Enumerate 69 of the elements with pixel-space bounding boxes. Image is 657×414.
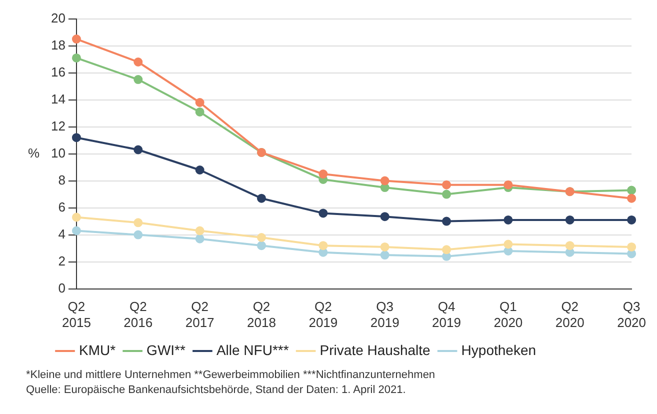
point xyxy=(565,241,574,250)
point xyxy=(195,226,204,236)
x-tick-label: Q2 2018 xyxy=(247,299,276,330)
point xyxy=(195,107,204,116)
y-tick-label: 16 xyxy=(50,64,66,80)
point xyxy=(318,241,328,250)
point xyxy=(195,234,204,244)
y-tick-label: 20 xyxy=(50,10,66,26)
y-tick-label: 2 xyxy=(58,253,66,268)
point xyxy=(380,242,390,252)
point xyxy=(134,58,143,66)
point xyxy=(256,194,266,203)
y-tick-label: 18 xyxy=(50,37,66,52)
y-axis-title: % xyxy=(28,145,40,160)
point xyxy=(318,208,328,218)
legend-label: Hypotheken xyxy=(461,342,536,358)
point xyxy=(504,246,513,256)
point xyxy=(72,226,81,236)
x-tick-label: Q1 2020 xyxy=(494,299,523,330)
point xyxy=(72,34,81,44)
point xyxy=(504,240,513,249)
point xyxy=(134,230,143,240)
y-tick-label: 4 xyxy=(58,226,66,242)
point xyxy=(627,242,636,252)
x-tick-label: Q2 2015 xyxy=(62,299,91,330)
legend-label: KMU* xyxy=(79,342,116,358)
y-tick-label: 14 xyxy=(50,91,66,106)
point xyxy=(442,216,452,226)
point xyxy=(627,194,636,203)
x-tick-label: Q2 2019 xyxy=(308,299,338,330)
point xyxy=(380,212,390,222)
point xyxy=(627,215,636,224)
point xyxy=(134,218,143,228)
point xyxy=(380,183,390,192)
x-tick-label: Q3 2020 xyxy=(617,299,646,330)
point xyxy=(565,215,574,224)
text: *Kleine und mittlere Unternehmen **Gewerbeimmobilien ***Nichtfinanzunternehmen xyxy=(25,368,436,383)
point xyxy=(195,166,204,174)
point xyxy=(72,133,81,142)
y-tick-label: 8 xyxy=(58,172,66,188)
point xyxy=(442,180,452,190)
point xyxy=(504,215,513,224)
y-tick-label: 12 xyxy=(50,118,66,134)
point xyxy=(627,186,636,195)
point xyxy=(380,176,390,186)
point xyxy=(442,190,452,199)
point xyxy=(318,170,328,179)
point xyxy=(72,212,81,222)
source-note: Quelle: Europäische Bankenaufsichtsbehörde, Stand der Daten: 1. April 2021. xyxy=(25,383,407,398)
y-tick-label: 6 xyxy=(58,199,66,214)
legend-label: Alle NFU*** xyxy=(216,342,290,358)
point xyxy=(504,180,513,190)
x-tick-label: Q2 2016 xyxy=(124,299,153,330)
legend-label: GWI** xyxy=(146,342,186,358)
point xyxy=(134,75,143,84)
legend-label: Private Haushalte xyxy=(320,342,431,358)
point xyxy=(380,250,390,260)
x-tick-label: Q4 2019 xyxy=(432,299,461,330)
point xyxy=(442,245,452,254)
point xyxy=(195,98,204,107)
y-tick-label: 0 xyxy=(58,280,66,296)
y-tick-label: 10 xyxy=(50,145,66,160)
x-tick-label: Q2 2020 xyxy=(555,299,584,330)
x-tick-label: Q3 2019 xyxy=(370,299,400,330)
point xyxy=(134,145,143,154)
point xyxy=(72,53,81,62)
point xyxy=(256,233,266,242)
x-tick-label: Q2 2017 xyxy=(185,299,214,330)
point xyxy=(256,241,266,250)
